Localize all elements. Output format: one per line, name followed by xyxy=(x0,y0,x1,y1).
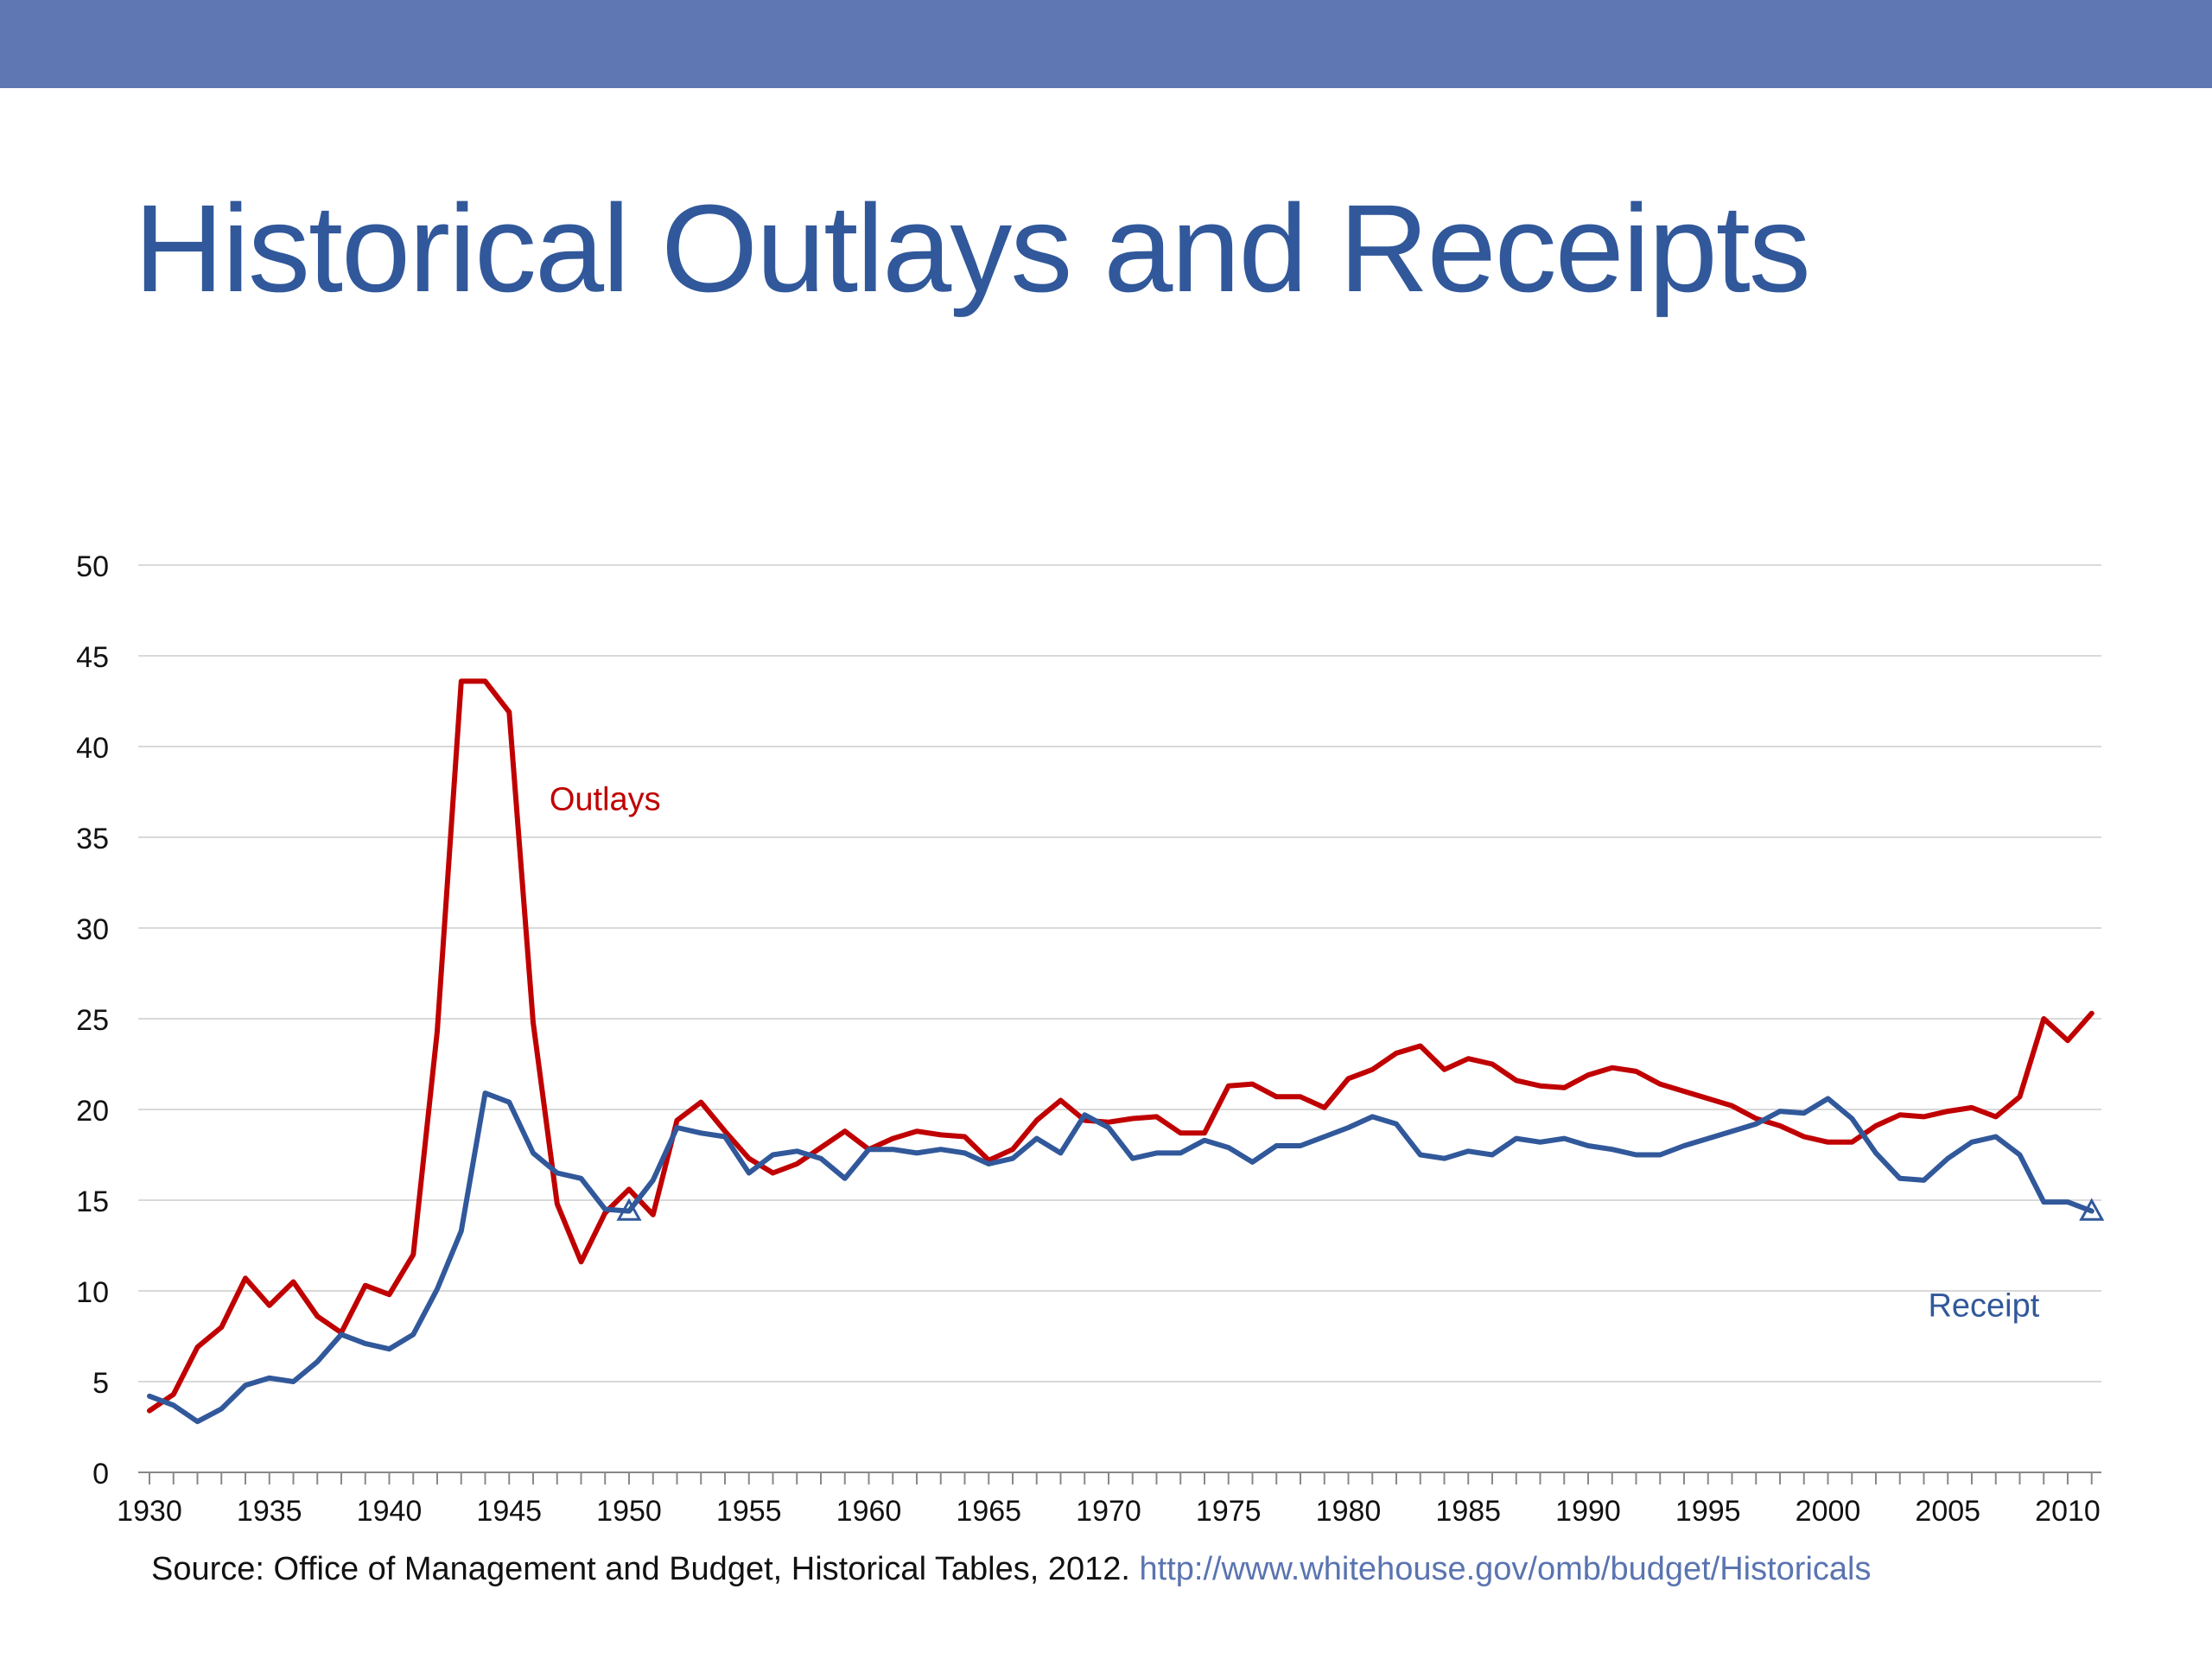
x-tick-label-1940: 1940 xyxy=(357,1495,423,1528)
y-tick-label-25: 25 xyxy=(76,1004,109,1037)
marker-triangle-1 xyxy=(616,1198,642,1221)
x-tick-label-1980: 1980 xyxy=(1316,1495,1382,1528)
x-tick-label-1995: 1995 xyxy=(1675,1495,1741,1528)
x-tick-label-1970: 1970 xyxy=(1076,1495,1141,1528)
x-tick-label-1990: 1990 xyxy=(1555,1495,1621,1528)
y-tick-label-15: 15 xyxy=(76,1185,109,1218)
x-tick-label-2005: 2005 xyxy=(1915,1495,1980,1528)
series-lines xyxy=(147,678,2105,1425)
x-axis: 1930 1935 1940 1945 1950 1955 1960 1965 1970 1975… xyxy=(117,1471,2101,1528)
series-line-outlays xyxy=(147,678,2094,1414)
y-tick-label-20: 20 xyxy=(76,1095,109,1128)
header-band xyxy=(0,0,2212,88)
x-tick-label-1930: 1930 xyxy=(117,1495,182,1528)
x-tick-label-1985: 1985 xyxy=(1435,1495,1501,1528)
y-tick-label-35: 35 xyxy=(76,823,109,855)
series-line-receipt xyxy=(147,1090,2094,1425)
y-axis-ticks: 0 5 10 15 20 25 30 35 40 45 50 xyxy=(76,550,109,1491)
x-tick-label-1975: 1975 xyxy=(1196,1495,1262,1528)
y-tick-label-45: 45 xyxy=(76,641,109,674)
x-tick-label-1965: 1965 xyxy=(956,1495,1021,1528)
y-tick-label-10: 10 xyxy=(76,1276,109,1309)
gridlines xyxy=(138,564,2101,1382)
x-tick-label-1950: 1950 xyxy=(596,1495,662,1528)
annotations: Outlays Receipt xyxy=(550,782,2040,1325)
x-tick-label-1945: 1945 xyxy=(476,1495,542,1528)
source-link[interactable]: http://www.whitehouse.gov/omb/budget/His… xyxy=(1139,1551,1872,1587)
y-tick-label-40: 40 xyxy=(76,732,109,765)
x-tick-label-1955: 1955 xyxy=(716,1495,782,1528)
y-tick-label-30: 30 xyxy=(76,913,109,946)
x-tick-label-1935: 1935 xyxy=(237,1495,302,1528)
annotation-receipt: Receipt xyxy=(1928,1287,2039,1324)
y-tick-label-0: 0 xyxy=(92,1458,109,1491)
x-tick-label-2010: 2010 xyxy=(2035,1495,2101,1528)
x-tick-label-2000: 2000 xyxy=(1796,1495,1861,1528)
marker-triangle-2 xyxy=(2079,1198,2105,1221)
y-tick-label-50: 50 xyxy=(76,550,109,583)
slide-title: Historical Outlays and Receipts xyxy=(134,179,1811,318)
x-tick-label-1960: 1960 xyxy=(836,1495,902,1528)
source-note: Source: Office of Management and Budget,… xyxy=(151,1551,1871,1588)
y-tick-label-5: 5 xyxy=(92,1367,109,1400)
source-text: Source: Office of Management and Budget,… xyxy=(151,1551,1130,1587)
annotation-outlays: Outlays xyxy=(550,782,661,818)
